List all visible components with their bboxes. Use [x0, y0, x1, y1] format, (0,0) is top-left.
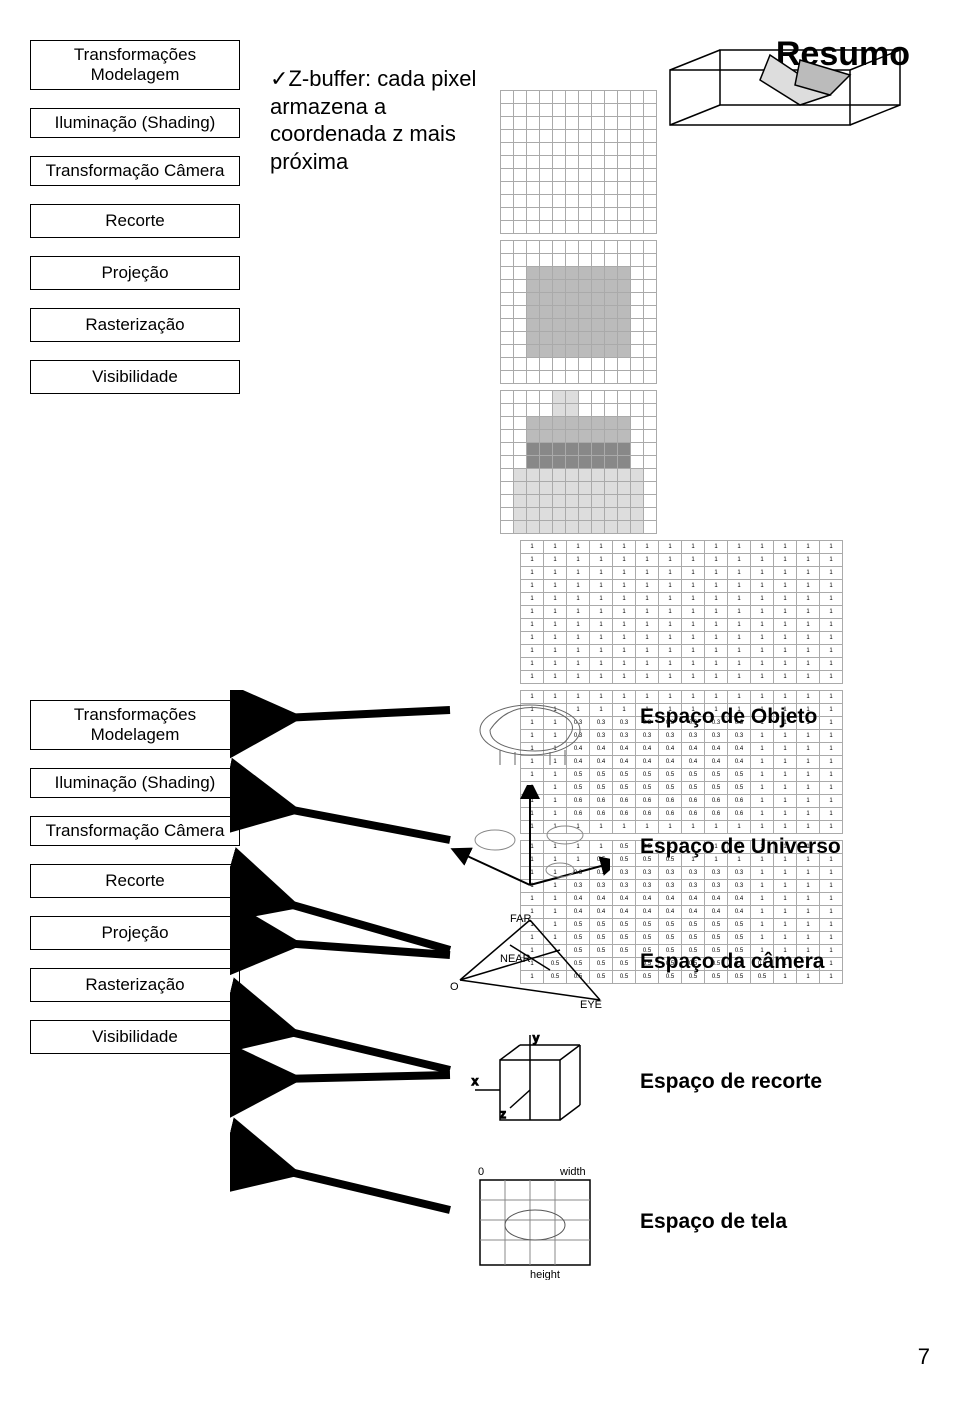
stage2-raster: Rasterização: [30, 968, 240, 1002]
stage2-shading: Iluminação (Shading): [30, 768, 240, 798]
stage2-modelagem: Transformações Modelagem: [30, 700, 240, 750]
stage-raster: Rasterização: [30, 308, 240, 342]
svg-text:z: z: [500, 1107, 506, 1121]
slide-resumo: Resumo Transformações Modelagem Iluminaç…: [20, 30, 940, 610]
svg-text:O: O: [450, 981, 459, 993]
camera-space-icon: FAR NEAR O EYE: [440, 910, 620, 1010]
stage-camera: Transformação Câmera: [30, 156, 240, 186]
zbuffer-description: ✓Z-buffer: cada pixel armazena a coorden…: [270, 65, 480, 175]
page-number: 7: [918, 1344, 930, 1370]
stage2-projecao: Projeção: [30, 916, 240, 950]
label-camera: Espaço da câmera: [640, 950, 824, 974]
universe-space-icon: [450, 785, 610, 895]
stage-projecao: Projeção: [30, 256, 240, 290]
pipeline-stages-col: Transformações Modelagem Iluminação (Sha…: [30, 40, 230, 412]
label-recorte: Espaço de recorte: [640, 1070, 822, 1094]
stage-shading: Iluminação (Shading): [30, 108, 240, 138]
stage-recorte: Recorte: [30, 204, 240, 238]
object-space-icon: [460, 680, 600, 770]
svg-text:height: height: [530, 1269, 560, 1280]
slide-pipeline-spaces: Transformações Modelagem Iluminação (Sha…: [20, 670, 940, 1330]
svg-text:x: x: [472, 1074, 478, 1088]
zbuffer-text: Z-buffer: cada pixel armazena a coordena…: [270, 66, 476, 174]
svg-text:NEAR: NEAR: [500, 953, 531, 965]
check-icon: ✓: [270, 66, 288, 91]
svg-text:EYE: EYE: [580, 999, 602, 1010]
svg-text:FAR: FAR: [510, 913, 531, 925]
svg-text:width: width: [559, 1166, 586, 1178]
raster-grid-left: [500, 90, 657, 540]
stage2-camera: Transformação Câmera: [30, 816, 240, 846]
pipeline-stages-col-2: Transformações Modelagem Iluminação (Sha…: [30, 700, 230, 1072]
label-tela: Espaço de tela: [640, 1210, 787, 1234]
stage2-recorte: Recorte: [30, 864, 240, 898]
stage2-visib: Visibilidade: [30, 1020, 240, 1054]
screen-space-icon: 0 width height: [460, 1160, 610, 1280]
label-universo: Espaço de Universo: [640, 835, 841, 859]
clip-space-icon: y x z: [470, 1030, 600, 1140]
svg-text:y: y: [533, 1031, 539, 1045]
svg-text:0: 0: [478, 1166, 484, 1178]
stage-modelagem: Transformações Modelagem: [30, 40, 240, 90]
label-objeto: Espaço de Objeto: [640, 705, 817, 729]
stage-visib: Visibilidade: [30, 360, 240, 394]
